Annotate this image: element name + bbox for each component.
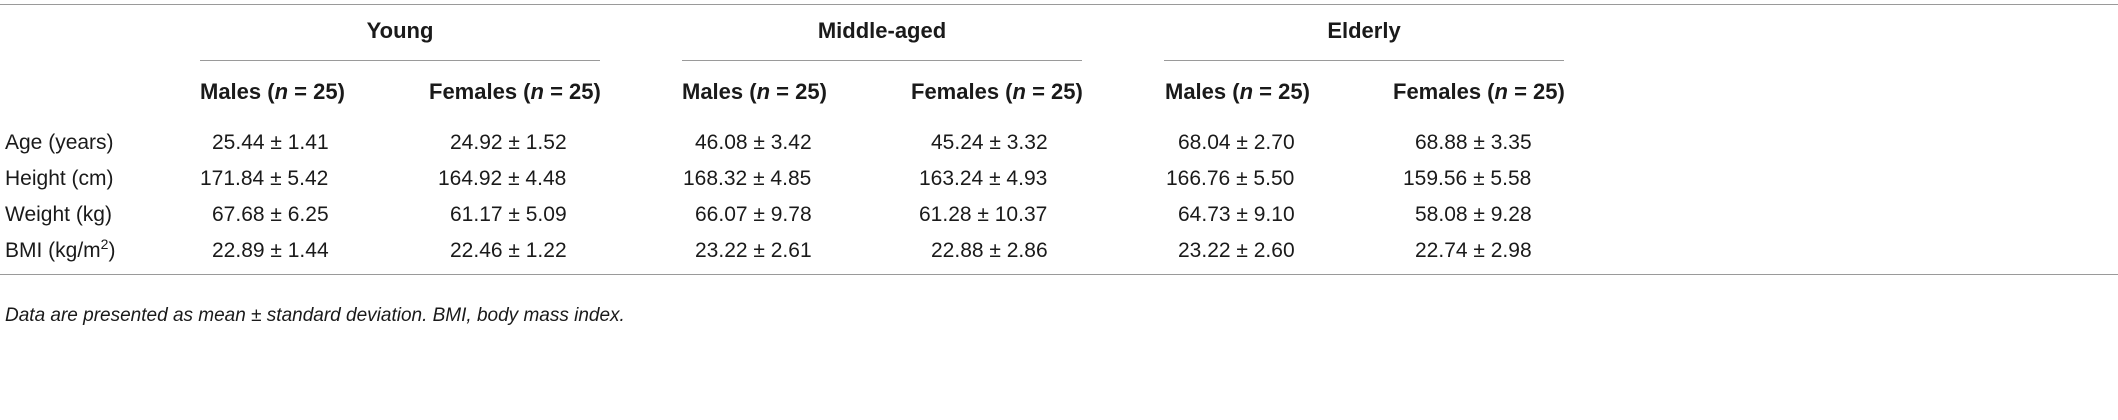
table-cell: 68.88 ± 3.35 xyxy=(1415,131,1532,154)
column-header-sex: Males xyxy=(200,79,262,104)
column-header-n: n xyxy=(274,79,289,104)
column-header-n-value: = 25 xyxy=(1253,79,1303,104)
table-cell: 22.74 ± 2.98 xyxy=(1415,239,1532,262)
table-footnote: Data are presented as mean ± standard de… xyxy=(5,305,625,326)
row-label-suffix: ) xyxy=(108,239,116,262)
table-cell: 68.04 ± 2.70 xyxy=(1178,131,1295,154)
group-rule-elderly xyxy=(1164,60,1564,61)
row-label-text: Age (years) xyxy=(5,131,114,154)
column-header-n: n xyxy=(1239,79,1254,104)
row-label-sup: 2 xyxy=(100,236,109,252)
table-cell: 163.24 ± 4.93 xyxy=(919,167,1048,190)
table-cell: 23.22 ± 2.61 xyxy=(695,239,812,262)
column-header-n: n xyxy=(1012,79,1026,104)
table-cell: 45.24 ± 3.32 xyxy=(931,131,1048,154)
table-cell: 67.68 ± 6.25 xyxy=(212,203,329,226)
group-header-young: Young xyxy=(366,18,434,43)
table-cell: 22.46 ± 1.22 xyxy=(450,239,567,262)
column-header: Females (n = 25) xyxy=(429,79,601,104)
table-cell: 58.08 ± 9.28 xyxy=(1415,203,1532,226)
row-label: Height (cm) xyxy=(5,164,114,194)
group-header-elderly: Elderly xyxy=(1327,18,1401,43)
table-cell: 171.84 ± 5.42 xyxy=(200,167,329,190)
table-cell: 164.92 ± 4.48 xyxy=(438,167,567,190)
table-cell: 66.07 ± 9.78 xyxy=(695,203,812,226)
table-cell: 64.73 ± 9.10 xyxy=(1178,203,1295,226)
table-cell: 25.44 ± 1.41 xyxy=(212,131,329,154)
column-header-sex: Females xyxy=(911,79,1000,104)
column-header-sex: Females xyxy=(1393,79,1482,104)
row-label-text: Height (cm) xyxy=(5,167,114,190)
column-header-sex: Males xyxy=(1165,79,1227,104)
column-header: Males (n = 25) xyxy=(1165,79,1310,104)
column-header-n: n xyxy=(1494,79,1508,104)
column-header-n-value: = 25 xyxy=(1507,79,1558,104)
column-header: Females (n = 25) xyxy=(911,79,1083,104)
row-label-text: Weight (kg) xyxy=(5,203,112,226)
group-rule-middle-aged xyxy=(682,60,1082,61)
column-header-sex: Males xyxy=(682,79,744,104)
column-header-n-value: = 25 xyxy=(543,79,594,104)
table-cell: 46.08 ± 3.42 xyxy=(695,131,812,154)
row-label: BMI (kg/m2) xyxy=(5,236,115,266)
table-cell: 61.28 ± 10.37 xyxy=(919,203,1048,226)
table-cell: 166.76 ± 5.50 xyxy=(1166,167,1295,190)
group-rule-young xyxy=(200,60,600,61)
column-header-n-value: = 25 xyxy=(288,79,338,104)
table-cell: 22.89 ± 1.44 xyxy=(212,239,329,262)
column-header: Females (n = 25) xyxy=(1393,79,1565,104)
column-header-n-value: = 25 xyxy=(770,79,820,104)
group-header-middle-aged: Middle-aged xyxy=(817,18,947,43)
column-header-n-value: = 25 xyxy=(1025,79,1076,104)
table-cell: 159.56 ± 5.58 xyxy=(1403,167,1532,190)
row-label-text: BMI (kg/m xyxy=(5,239,101,262)
table-cell: 168.32 ± 4.85 xyxy=(683,167,812,190)
table-cell: 61.17 ± 5.09 xyxy=(450,203,567,226)
column-header-n: n xyxy=(530,79,544,104)
table-cell: 22.88 ± 2.86 xyxy=(931,239,1048,262)
table-bottom-rule xyxy=(0,274,2118,275)
row-label: Age (years) xyxy=(5,128,114,158)
table-cell: 24.92 ± 1.52 xyxy=(450,131,567,154)
column-header: Males (n = 25) xyxy=(682,79,827,104)
table-cell: 23.22 ± 2.60 xyxy=(1178,239,1295,262)
row-label: Weight (kg) xyxy=(5,200,112,230)
column-header: Males (n = 25) xyxy=(200,79,345,104)
column-header-n: n xyxy=(756,79,771,104)
table-top-rule xyxy=(0,4,2118,5)
column-header-sex: Females xyxy=(429,79,518,104)
